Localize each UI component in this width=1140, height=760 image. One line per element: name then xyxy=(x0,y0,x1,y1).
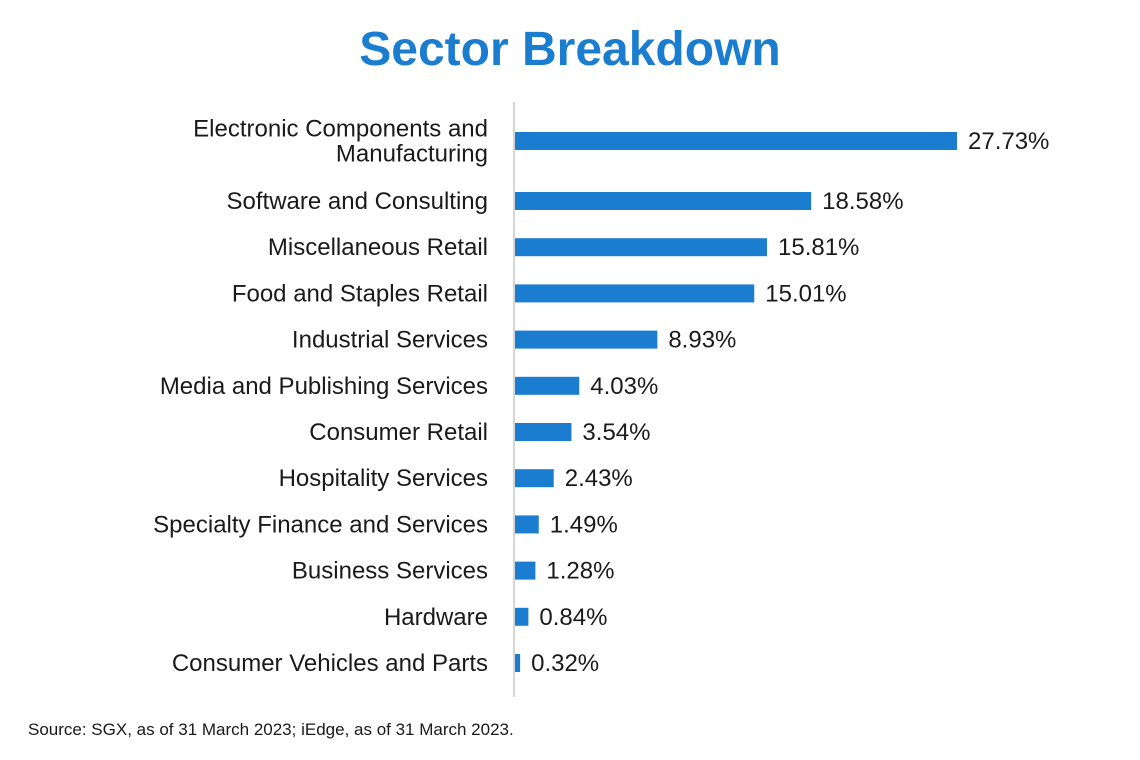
value-label: 27.73% xyxy=(968,128,1049,155)
value-label: 0.84% xyxy=(539,604,607,631)
value-label: 15.81% xyxy=(778,234,859,261)
category-label: Miscellaneous Retail xyxy=(268,234,488,261)
value-label: 0.32% xyxy=(531,650,599,677)
value-label: 2.43% xyxy=(565,465,633,492)
category-label: Media and Publishing Services xyxy=(160,373,488,400)
category-label: Hardware xyxy=(384,604,488,631)
bar xyxy=(515,515,539,534)
bar xyxy=(515,654,521,672)
chart-title: Sector Breakdown xyxy=(359,23,781,76)
value-label: 8.93% xyxy=(668,327,736,354)
category-label: Software and Consulting xyxy=(227,188,489,215)
value-label: 1.28% xyxy=(546,558,614,585)
bar xyxy=(515,423,572,441)
category-label: Industrial Services xyxy=(292,327,488,354)
category-label: Specialty Finance and Services xyxy=(153,511,488,538)
category-label: Consumer Vehicles and Parts xyxy=(172,650,488,677)
category-label: Food and Staples Retail xyxy=(232,280,488,307)
value-label: 1.49% xyxy=(550,511,618,538)
value-label: 4.03% xyxy=(590,373,658,400)
category-label: Business Services xyxy=(292,558,488,585)
bar xyxy=(515,238,768,257)
bar xyxy=(515,561,536,580)
bar xyxy=(515,607,529,626)
bar xyxy=(515,376,580,395)
category-label: Electronic Components and xyxy=(193,116,488,143)
source-note: Source: SGX, as of 31 March 2023; iEdge,… xyxy=(28,720,514,739)
bar xyxy=(515,330,658,349)
category-label: Manufacturing xyxy=(336,141,488,168)
category-label: Hospitality Services xyxy=(279,465,488,492)
bar xyxy=(515,469,554,488)
value-label: 18.58% xyxy=(822,188,903,215)
bar xyxy=(515,192,812,210)
category-label: Consumer Retail xyxy=(309,419,488,446)
bar xyxy=(515,132,957,150)
bar xyxy=(515,284,755,303)
value-label: 3.54% xyxy=(582,419,650,446)
value-label: 15.01% xyxy=(765,280,846,307)
